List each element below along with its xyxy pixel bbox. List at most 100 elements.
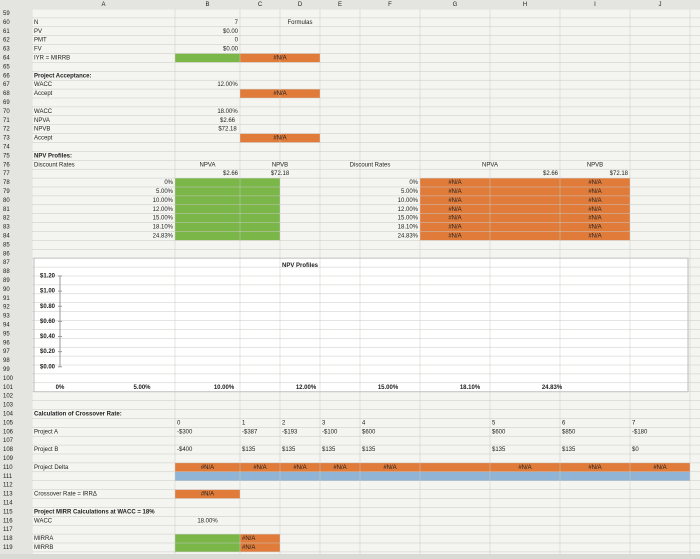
- cell-text[interactable]: 7: [235, 20, 239, 26]
- row-number[interactable]: 73: [3, 136, 10, 142]
- cell-text[interactable]: #N/A: [383, 465, 396, 471]
- cell-text[interactable]: 0: [235, 38, 239, 44]
- cell-text[interactable]: -$180: [632, 429, 648, 435]
- row-number[interactable]: 84: [3, 234, 10, 240]
- row-number[interactable]: 111: [3, 474, 13, 480]
- cell-text[interactable]: NPV Profiles:: [34, 153, 72, 159]
- row-number[interactable]: 118: [3, 536, 13, 542]
- cell-text[interactable]: #N/A: [253, 465, 266, 471]
- column-header[interactable]: B: [205, 2, 209, 8]
- cell-text[interactable]: 18.10%: [398, 225, 419, 231]
- row-number[interactable]: 108: [3, 447, 14, 453]
- cell-text[interactable]: Project MIRR Calculations at WACC = 18%: [34, 509, 155, 515]
- row-number[interactable]: 116: [3, 518, 13, 524]
- row-number[interactable]: 68: [3, 91, 10, 97]
- column-header[interactable]: C: [258, 2, 263, 8]
- row-number[interactable]: 87: [3, 260, 10, 266]
- cell-text[interactable]: #N/A: [242, 536, 255, 542]
- cell-text[interactable]: $600: [362, 429, 376, 435]
- row-number[interactable]: 69: [3, 100, 10, 106]
- row-number[interactable]: 65: [3, 64, 10, 70]
- column-header[interactable]: D: [298, 2, 303, 8]
- row-number[interactable]: 117: [3, 527, 13, 533]
- cell-text[interactable]: $600: [492, 429, 506, 435]
- row-number[interactable]: 78: [3, 180, 10, 186]
- cell-text[interactable]: -$100: [322, 429, 338, 435]
- row-number[interactable]: 105: [3, 420, 14, 426]
- cell-text[interactable]: 5.00%: [156, 189, 174, 195]
- cell-text[interactable]: Formulas: [287, 20, 312, 26]
- row-number[interactable]: 67: [3, 82, 10, 88]
- row-number[interactable]: 85: [3, 242, 10, 248]
- cell-text[interactable]: Accept: [34, 91, 53, 97]
- cell-text[interactable]: WACC: [34, 518, 53, 524]
- row-number[interactable]: 89: [3, 278, 10, 284]
- cell-text[interactable]: #N/A: [333, 465, 346, 471]
- cell-text[interactable]: #N/A: [201, 465, 214, 471]
- cell-text[interactable]: -$193: [282, 429, 298, 435]
- row-number[interactable]: 93: [3, 314, 10, 320]
- cell-text[interactable]: 18.00%: [197, 518, 218, 524]
- row-number[interactable]: 72: [3, 127, 10, 133]
- cell-text[interactable]: -$387: [242, 429, 258, 435]
- cell-text[interactable]: #N/A: [448, 207, 461, 213]
- row-number[interactable]: 99: [3, 367, 10, 373]
- cell-text[interactable]: Project B: [34, 447, 58, 453]
- row-number[interactable]: 62: [3, 38, 10, 44]
- cell-text[interactable]: $0.00: [223, 47, 239, 53]
- cell-text[interactable]: 10.00%: [398, 198, 419, 204]
- column-header[interactable]: H: [523, 2, 527, 8]
- row-number[interactable]: 88: [3, 269, 10, 275]
- cell-text[interactable]: Project Delta: [34, 465, 69, 471]
- cell-text[interactable]: 5.00%: [401, 189, 419, 195]
- cell-text[interactable]: 18.10%: [153, 225, 174, 231]
- row-number[interactable]: 110: [3, 465, 13, 471]
- cell-text[interactable]: $135: [322, 447, 336, 453]
- row-number[interactable]: 104: [3, 412, 14, 418]
- cell-text[interactable]: 3: [322, 420, 326, 426]
- row-number[interactable]: 79: [3, 189, 10, 195]
- cell-text[interactable]: $2.66: [220, 118, 236, 124]
- cell-text[interactable]: $135: [362, 447, 376, 453]
- cell-text[interactable]: #N/A: [588, 180, 601, 186]
- cell-text[interactable]: #N/A: [448, 180, 461, 186]
- cell-text[interactable]: 5: [492, 420, 496, 426]
- cell-text[interactable]: Project A: [34, 429, 58, 435]
- cell-text[interactable]: $135: [242, 447, 256, 453]
- cell-text[interactable]: #N/A: [588, 225, 601, 231]
- row-number[interactable]: 114: [3, 501, 13, 507]
- row-number[interactable]: 94: [3, 323, 10, 329]
- row-number[interactable]: 98: [3, 358, 10, 364]
- cell-text[interactable]: Crossover Rate = IRRΔ: [34, 492, 97, 498]
- cell-text[interactable]: WACC: [34, 82, 53, 88]
- cell-text[interactable]: 0%: [409, 180, 418, 186]
- cell-text[interactable]: Project Acceptance:: [34, 73, 91, 79]
- cell-text[interactable]: 4: [362, 420, 366, 426]
- row-number[interactable]: 76: [3, 162, 10, 168]
- row-number[interactable]: 96: [3, 340, 10, 346]
- row-number[interactable]: 63: [3, 47, 10, 53]
- row-number[interactable]: 74: [3, 145, 10, 151]
- row-number[interactable]: 64: [3, 56, 10, 62]
- row-number[interactable]: 77: [3, 171, 10, 177]
- cell-text[interactable]: #N/A: [588, 465, 601, 471]
- cell-text[interactable]: WACC: [34, 109, 53, 115]
- cell-text[interactable]: 1: [242, 420, 246, 426]
- cell-text[interactable]: $2.66: [223, 171, 239, 177]
- cell-text[interactable]: $135: [492, 447, 506, 453]
- cell-text[interactable]: -$300: [177, 429, 193, 435]
- row-number[interactable]: 80: [3, 198, 10, 204]
- row-number[interactable]: 66: [3, 73, 10, 79]
- cell-text[interactable]: $72.18: [218, 127, 237, 133]
- row-number[interactable]: 82: [3, 216, 10, 222]
- row-number[interactable]: 113: [3, 492, 13, 498]
- cell-text[interactable]: #N/A: [588, 234, 601, 240]
- row-number[interactable]: 70: [3, 109, 10, 115]
- cell-text[interactable]: #N/A: [653, 465, 666, 471]
- column-header[interactable]: J: [659, 2, 662, 8]
- cell-text[interactable]: PV: [34, 29, 42, 35]
- cell-text[interactable]: #N/A: [448, 198, 461, 204]
- cell-text[interactable]: 6: [562, 420, 566, 426]
- row-number[interactable]: 103: [3, 403, 14, 409]
- cell-text[interactable]: 24.83%: [153, 234, 174, 240]
